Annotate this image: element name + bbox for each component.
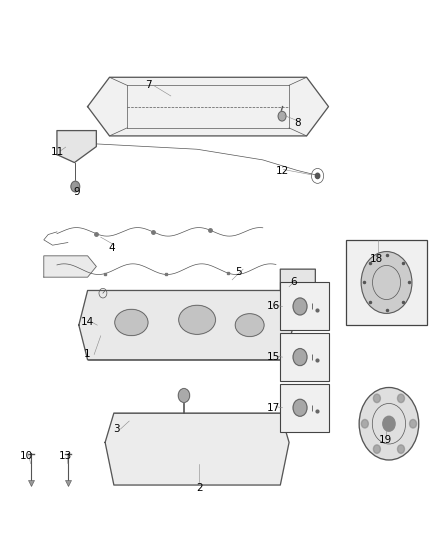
Ellipse shape [235,314,264,336]
Bar [280,384,328,432]
Circle shape [278,111,286,121]
Text: 10: 10 [20,451,33,461]
Text: 5: 5 [235,267,242,277]
Bar [346,240,427,325]
Text: 8: 8 [294,118,301,127]
Text: 18: 18 [370,254,383,263]
Polygon shape [44,256,96,277]
Text: 11: 11 [50,147,64,157]
Circle shape [293,349,307,366]
Circle shape [373,394,380,402]
Circle shape [373,445,380,454]
Text: 12: 12 [276,166,289,175]
Circle shape [361,252,412,313]
Circle shape [383,416,395,431]
Circle shape [293,298,307,315]
Text: 17: 17 [267,403,280,413]
Circle shape [361,419,368,428]
Text: 9: 9 [73,187,80,197]
Polygon shape [105,413,289,485]
Circle shape [315,173,320,179]
Text: 4: 4 [108,243,115,253]
Text: 1: 1 [84,350,91,359]
Text: 15: 15 [267,352,280,362]
Bar [280,282,328,330]
Text: 19: 19 [379,435,392,445]
Text: 2: 2 [196,483,203,492]
Circle shape [293,399,307,416]
Text: 14: 14 [81,318,94,327]
Polygon shape [79,290,293,360]
Circle shape [71,181,80,192]
Ellipse shape [179,305,215,334]
Ellipse shape [115,309,148,336]
Text: 7: 7 [145,80,152,90]
Polygon shape [280,269,315,301]
Text: 6: 6 [290,278,297,287]
Circle shape [397,445,405,454]
Circle shape [410,419,417,428]
Text: 16: 16 [267,302,280,311]
Polygon shape [88,77,328,136]
Circle shape [397,394,405,402]
Bar [280,333,328,381]
Text: 13: 13 [59,451,72,461]
Circle shape [178,389,190,402]
Polygon shape [57,131,96,163]
Text: 3: 3 [113,424,120,434]
Circle shape [359,387,419,460]
